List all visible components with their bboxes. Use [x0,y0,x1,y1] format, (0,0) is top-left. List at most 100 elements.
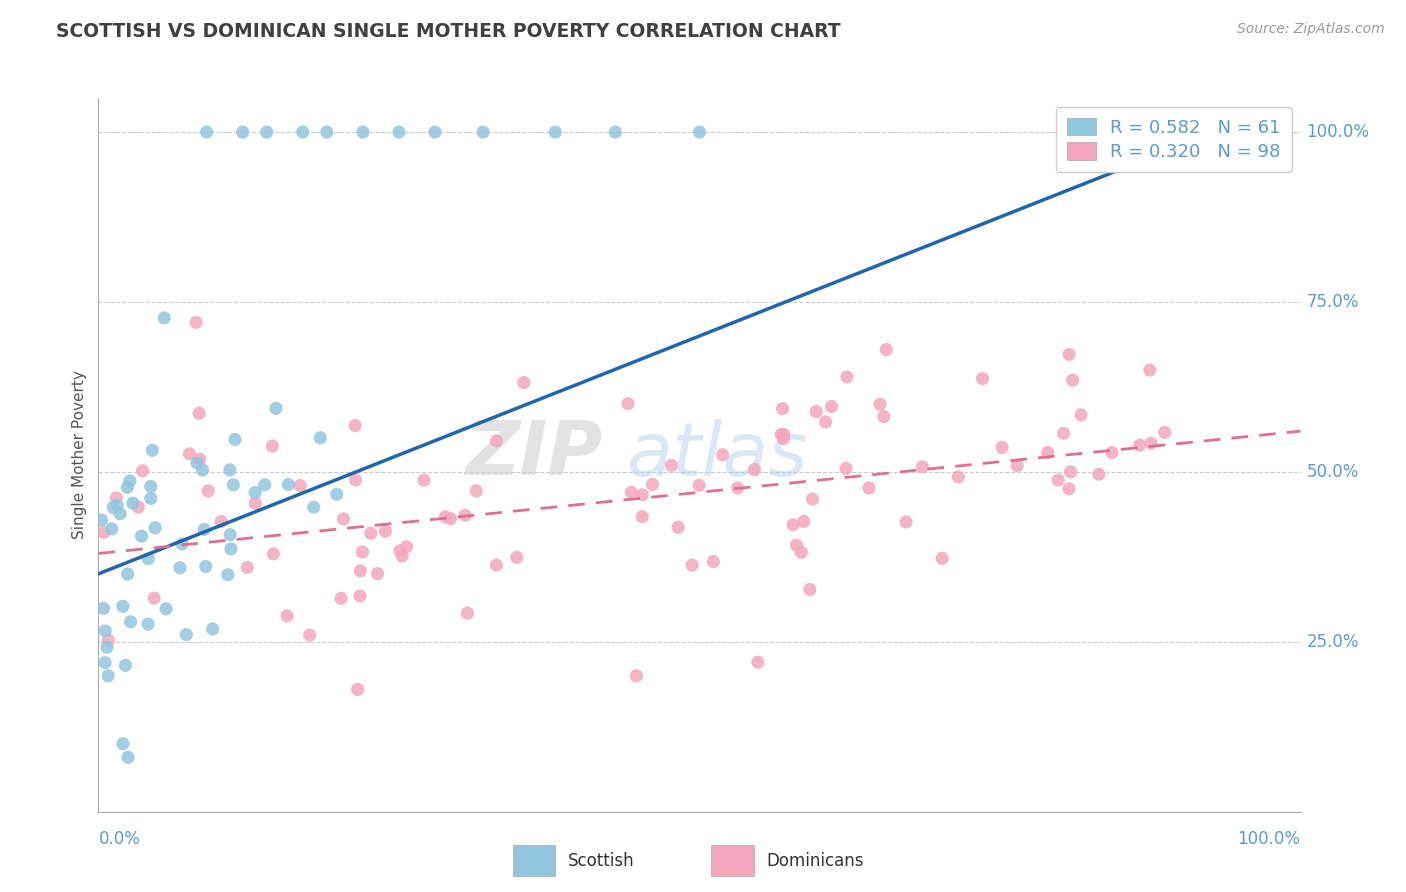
Point [1036,445,1059,459]
Point [349,589,371,603]
Point [262,547,284,561]
Point [1139,363,1161,377]
Point [224,433,246,447]
Point [184,315,207,329]
Point [298,628,321,642]
Point [143,521,166,535]
Point [105,499,128,513]
Point [174,627,197,641]
Text: 25.0%: 25.0% [1306,632,1360,651]
Point [111,737,134,751]
Point [264,401,287,416]
Point [172,537,194,551]
Point [344,418,367,433]
Point [472,125,495,139]
Point [97,669,120,683]
Point [631,488,654,502]
Point [911,459,934,474]
Point [835,461,858,475]
Point [485,434,508,448]
Point [94,656,117,670]
Point [302,500,325,515]
Point [117,480,139,494]
Point [360,526,382,541]
Point [1129,438,1152,452]
Point [666,520,689,534]
Point [219,541,242,556]
Point [222,478,245,492]
Point [103,500,125,515]
Point [276,608,298,623]
Point [948,470,970,484]
Point [456,606,478,620]
Point [169,560,191,574]
Text: Dominicans: Dominicans [766,852,863,870]
Point [197,483,219,498]
Point [747,655,769,669]
Point [117,567,139,582]
Point [330,591,353,606]
Y-axis label: Single Mother Poverty: Single Mother Poverty [72,370,87,540]
Point [485,558,508,573]
Point [131,464,153,478]
Text: 0.0%: 0.0% [98,830,141,847]
Point [315,125,337,139]
Point [256,125,278,139]
Point [744,462,766,476]
Point [814,415,837,429]
Point [96,640,118,655]
Point [620,485,643,500]
Text: atlas: atlas [627,419,808,491]
Point [512,376,534,390]
Point [186,456,208,470]
Point [1057,482,1080,496]
Point [374,524,396,539]
Point [188,452,211,467]
Point [309,431,332,445]
Point [117,750,139,764]
Point [209,515,232,529]
Point [617,397,640,411]
Point [155,602,177,616]
Point [188,406,211,420]
Point [344,473,367,487]
Point [101,522,124,536]
Point [105,491,128,505]
Point [94,624,117,638]
Point [454,508,477,523]
Point [702,555,724,569]
Point [139,491,162,506]
Point [772,432,794,446]
Point [793,515,815,529]
Point [395,540,418,554]
Point [136,617,159,632]
Point [688,478,710,492]
Text: 75.0%: 75.0% [1306,293,1360,311]
Point [93,525,115,540]
Point [191,463,214,477]
Point [120,615,142,629]
Point [143,591,166,606]
Point [352,125,374,139]
Point [1088,467,1111,482]
Point [626,669,648,683]
Point [785,538,807,552]
Point [782,517,804,532]
Point [136,551,159,566]
Point [727,481,749,495]
Point [114,658,136,673]
Point [801,491,824,506]
Point [875,343,897,357]
Point [465,483,488,498]
Point [97,633,120,648]
Point [688,125,710,139]
Point [179,447,201,461]
Point [290,478,312,492]
Text: 100.0%: 100.0% [1237,830,1301,847]
Point [506,550,529,565]
Point [218,463,240,477]
Point [544,125,567,139]
Point [108,507,131,521]
Point [631,509,654,524]
Point [661,458,683,473]
